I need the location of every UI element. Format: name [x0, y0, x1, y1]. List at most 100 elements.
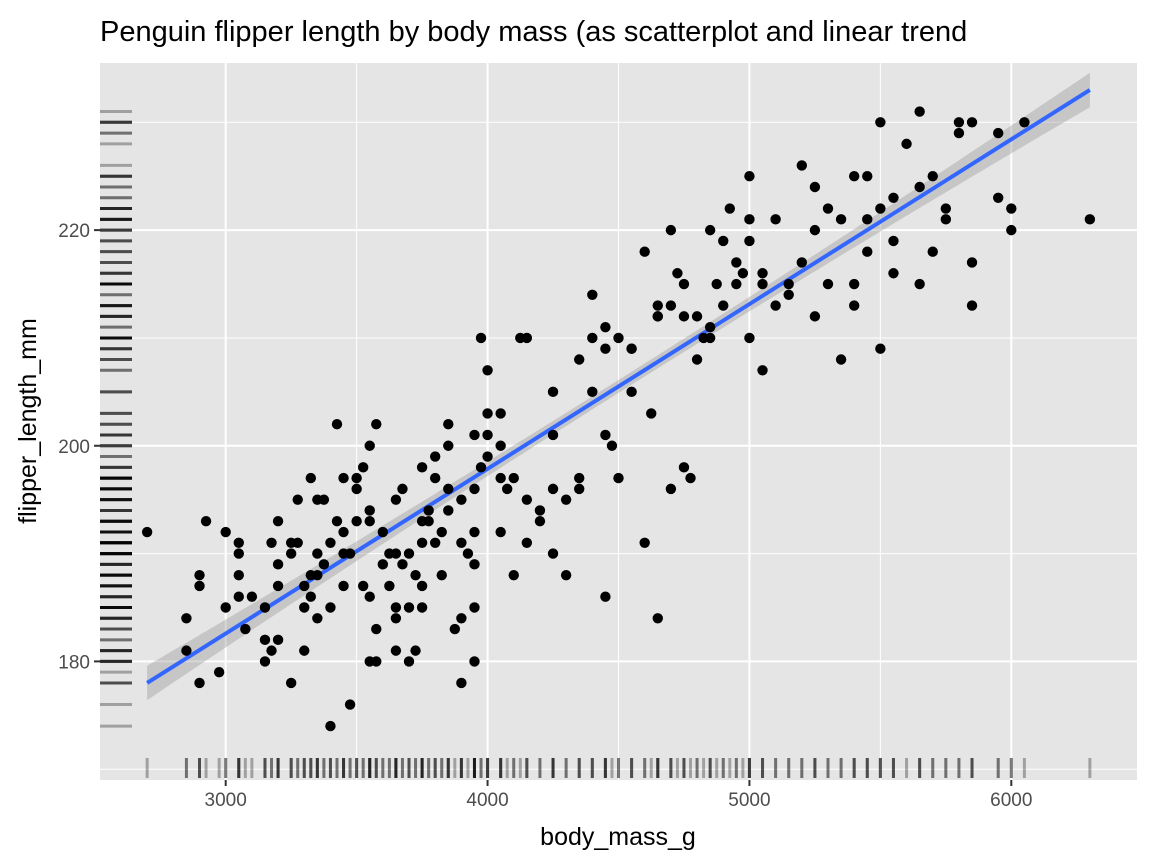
data-point [587, 386, 598, 398]
data-point [587, 289, 598, 301]
data-point [665, 224, 677, 236]
data-point [364, 505, 375, 516]
data-point [272, 580, 284, 592]
data-point [560, 569, 572, 581]
data-point [272, 559, 284, 570]
data-point [560, 494, 572, 505]
data-point [456, 613, 467, 624]
data-point [848, 300, 860, 311]
data-point [429, 472, 441, 484]
data-point [744, 332, 755, 344]
data-point [757, 365, 768, 376]
data-point [259, 634, 271, 646]
data-point [757, 268, 768, 279]
data-point [416, 462, 428, 473]
data-point [652, 613, 663, 624]
data-point [325, 720, 336, 732]
data-point [410, 569, 421, 581]
data-point [547, 429, 559, 441]
x-rug [145, 758, 1092, 778]
data-point [966, 300, 978, 311]
data-point [993, 127, 1004, 139]
data-point [665, 300, 677, 311]
data-point [521, 332, 533, 344]
data-point [403, 548, 415, 559]
data-point [875, 343, 886, 354]
data-point [822, 203, 834, 214]
data-point [914, 181, 925, 193]
data-point [246, 591, 258, 602]
data-point [574, 483, 585, 495]
data-point [200, 516, 212, 527]
data-point [312, 613, 323, 624]
data-point [469, 429, 480, 441]
data-point [534, 516, 546, 527]
data-point [436, 569, 447, 581]
data-point [469, 526, 480, 538]
data-point [318, 559, 330, 570]
data-point [338, 580, 349, 592]
data-point [371, 623, 382, 635]
data-point [809, 181, 821, 193]
data-point [305, 591, 317, 602]
data-point [1084, 214, 1096, 225]
data-point [259, 656, 271, 667]
data-point [1019, 117, 1030, 128]
data-point [462, 548, 474, 559]
data-point [364, 656, 375, 667]
data-point [587, 332, 598, 344]
data-point [1006, 203, 1017, 214]
data-point [783, 289, 794, 301]
data-point [704, 224, 716, 236]
data-point [875, 117, 886, 128]
data-point [770, 214, 781, 225]
data-point [639, 246, 650, 257]
data-points [141, 106, 1096, 732]
data-point [213, 666, 225, 678]
y-tick-label: 180 [58, 652, 90, 673]
data-point [678, 278, 690, 290]
data-point [1006, 224, 1017, 236]
data-point [233, 537, 244, 548]
data-point [835, 354, 847, 365]
data-point [521, 494, 533, 505]
data-point [194, 569, 205, 581]
data-point [338, 472, 349, 484]
data-point [940, 203, 952, 214]
data-point [390, 494, 402, 505]
data-point [397, 483, 408, 495]
data-point [423, 505, 434, 516]
data-point [403, 656, 415, 667]
data-point [416, 602, 428, 613]
data-point [266, 537, 277, 548]
x-tick-label: 3000 [205, 790, 247, 811]
data-point [312, 569, 323, 581]
data-point [371, 418, 382, 430]
data-point [482, 451, 493, 462]
data-point [574, 472, 585, 484]
data-point [482, 408, 493, 419]
chart-title: Penguin flipper length by body mass (as … [100, 16, 967, 48]
data-point [285, 548, 297, 559]
data-point [194, 677, 205, 689]
data-point [848, 278, 860, 290]
data-point [429, 451, 441, 462]
data-point [783, 278, 794, 290]
y-rug [100, 110, 132, 728]
data-point [233, 591, 244, 602]
data-point [272, 516, 284, 527]
data-point [744, 235, 755, 247]
data-point [384, 580, 395, 592]
data-point [508, 569, 519, 581]
data-point [331, 516, 343, 527]
data-point [456, 494, 467, 505]
data-point [600, 321, 611, 333]
data-point [194, 580, 205, 592]
data-point [403, 602, 415, 613]
data-point [259, 602, 271, 613]
data-point [691, 311, 703, 322]
data-point [626, 343, 637, 354]
data-point [724, 203, 735, 214]
data-point [364, 440, 375, 451]
data-point [731, 257, 742, 268]
